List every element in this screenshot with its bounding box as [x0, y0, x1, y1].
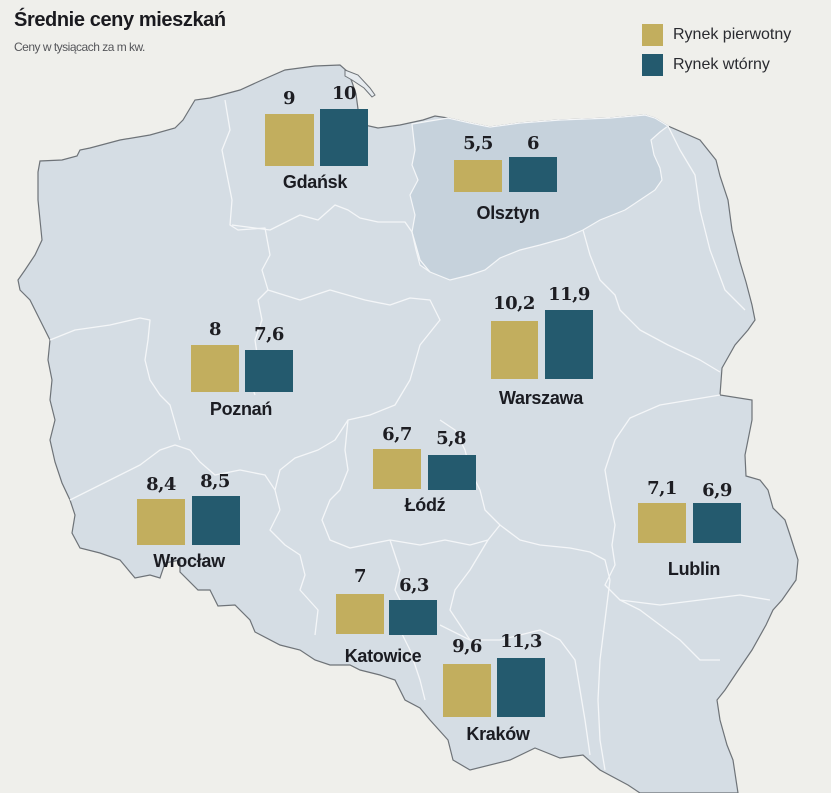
legend-label-secondary: Rynek wtórny	[673, 56, 770, 73]
secondary-value: 8,5	[200, 471, 230, 492]
page-title: Średnie ceny mieszkań	[14, 9, 226, 31]
primary-bar	[191, 345, 239, 392]
secondary-bar	[320, 109, 368, 166]
secondary-bar	[245, 350, 293, 392]
legend-swatch-primary	[642, 24, 663, 46]
secondary-value: 10	[331, 83, 357, 104]
primary-bar	[373, 449, 421, 489]
primary-value: 8,4	[146, 474, 176, 495]
secondary-value: 7,6	[254, 324, 284, 345]
secondary-bar	[428, 455, 476, 490]
primary-value: 7,1	[647, 478, 677, 499]
city-label: Olsztyn	[476, 203, 540, 223]
primary-value: 6,7	[382, 424, 412, 445]
secondary-bar	[509, 157, 557, 192]
primary-value: 9	[282, 88, 296, 109]
city-label: Łódź	[404, 495, 446, 515]
city-label: Warszawa	[499, 388, 583, 408]
secondary-value: 11,9	[548, 284, 590, 305]
secondary-bar	[192, 496, 240, 545]
primary-bar	[137, 499, 185, 545]
primary-bar	[443, 664, 491, 717]
secondary-value: 6,9	[702, 480, 732, 501]
primary-bar	[491, 321, 538, 379]
legend-swatch-secondary	[642, 54, 663, 76]
primary-value: 7	[353, 566, 367, 587]
city-label: Katowice	[344, 646, 422, 666]
secondary-bar	[693, 503, 741, 543]
region-borders	[49, 99, 771, 771]
city-label: Gdańsk	[282, 172, 348, 192]
legend-label-primary: Rynek pierwotny	[673, 26, 792, 43]
legend: Rynek pierwotny Rynek wtórny	[642, 20, 791, 80]
primary-bar	[638, 503, 686, 543]
city-label: Lublin	[667, 559, 721, 579]
secondary-bar	[497, 658, 545, 717]
primary-bar	[454, 160, 502, 192]
city-label: Kraków	[466, 724, 530, 744]
secondary-value: 6,3	[399, 575, 429, 596]
legend-item-secondary: Rynek wtórny	[642, 50, 791, 80]
secondary-bar	[389, 600, 437, 635]
primary-value: 9,6	[452, 636, 482, 657]
secondary-value: 11,3	[500, 631, 542, 652]
primary-value: 10,2	[493, 293, 535, 314]
city-label: Poznań	[209, 399, 273, 419]
hel-peninsula	[344, 69, 376, 98]
secondary-value: 5,8	[436, 428, 466, 449]
primary-bar	[336, 594, 384, 634]
page-subtitle: Ceny w tysiącach za m kw.	[14, 40, 145, 54]
secondary-value: 6	[526, 133, 540, 154]
primary-bar	[265, 114, 314, 166]
city-label: Wrocław	[153, 551, 225, 571]
primary-value: 8	[208, 319, 222, 340]
primary-value: 5,5	[463, 133, 493, 154]
secondary-bar	[545, 310, 593, 379]
legend-item-primary: Rynek pierwotny	[642, 20, 791, 50]
poland-outline	[17, 64, 799, 793]
